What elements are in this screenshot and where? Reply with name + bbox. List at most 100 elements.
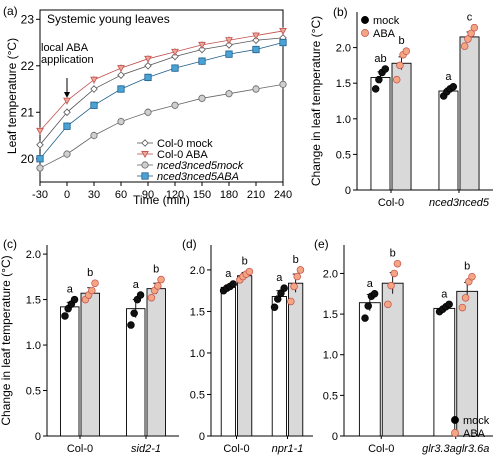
bar-ABA [146,288,166,437]
group-label: sid2-1 [131,443,161,455]
y-tick-label: 0 [332,431,338,443]
data-point [117,117,125,126]
data-point [63,150,71,158]
annotation-text: application [41,54,94,66]
data-point [364,302,372,310]
y-tick-label: 21 [21,105,35,119]
y-tick-label: 0.5 [323,390,338,402]
panel-label: (a) [3,4,18,18]
significance-letter: a [367,278,374,290]
data-point [198,45,206,54]
data-point [136,291,145,299]
bar-ABA [459,36,480,191]
data-point [290,282,298,291]
data-point [144,55,152,63]
data-point [144,62,152,70]
data-point [470,23,479,32]
y-tick-label: 1.0 [323,350,338,362]
data-point [392,75,401,84]
data-point [36,141,44,149]
legend-marker [141,172,149,180]
data-point [171,48,179,56]
significance-letter: b [153,264,159,276]
y-tick-label: 1.5 [323,309,338,321]
data-point [402,47,411,55]
bar-ABA [288,282,304,437]
x-tick-label: 60 [115,189,127,201]
data-point [371,85,380,93]
data-point [171,64,179,72]
panel-e: (e) 0 0.5 1.0 1.5 2.0 a b Col-0 a b glr3.3aglr3.6a m… [314,237,493,455]
panel-c: (c) 0 0.5 1.0 1.5 2.0 Change in leaf temperatu… [0,237,179,455]
data-point [144,73,152,82]
significance-letter: b [87,267,93,279]
data-point [370,290,379,298]
data-point [91,279,99,287]
bar-mock [220,286,236,437]
panel-label: (c) [3,237,17,251]
panel-a: (a) Systemic young leaves -30 0 30 60 90 120 150… [3,4,292,207]
data-point [449,83,458,91]
data-point [117,71,125,79]
y-tick-label: 0.5 [336,149,351,161]
significance-letter: a [225,268,232,280]
panel-label: (b) [333,5,348,19]
group-label: Col-0 [67,443,93,455]
legend-marker [141,139,149,147]
bar-mock [438,90,459,191]
y-axis-label: Leaf temperature (°C) [5,38,19,154]
data-point [279,38,287,47]
legend-marker [361,29,369,37]
significance-letter: b [390,248,396,260]
data-point [70,295,79,304]
legend-label: mock [373,15,400,27]
data-point [387,281,395,290]
data-point [270,303,279,312]
data-point [225,41,233,49]
data-point [171,101,179,109]
data-point [245,267,254,276]
data-point [90,76,98,84]
series-3 [36,38,287,163]
data-point [90,131,98,140]
group-label: Col-0 [223,443,249,455]
y-tick-label: 0.5 [190,389,205,401]
data-point [88,286,96,295]
y-tick-label: 1.0 [26,340,41,352]
bar-mock [60,306,80,437]
data-point [127,321,135,329]
series-line [39,83,284,169]
plot-frame [39,9,284,183]
y-tick-label: 0 [345,185,351,197]
y-axis-label: Change in leaf temperature (°C) [0,255,13,425]
legend-marker [451,429,459,437]
data-point [279,80,287,88]
group-label: npr1-1 [272,443,304,455]
y-tick-label: 1.5 [26,295,41,307]
data-point [90,85,98,93]
x-tick-label: 30 [88,189,100,201]
data-point [147,294,156,302]
group-label: Col-0 [368,443,394,455]
legend-marker [451,416,459,424]
y-axis-label: Change in leaf temperature (°C) [309,16,323,186]
bar-mock [358,302,381,437]
x-tick-label: 210 [247,189,265,201]
data-point [390,269,399,278]
legend-label: Col-0 mock [157,138,213,150]
y-tick-label: 0 [199,431,205,443]
x-tick-label: 240 [274,189,292,201]
annotation-text: local ABA [41,42,89,54]
data-point [252,45,260,54]
y-tick-label: 20 [21,152,35,166]
panel-label: (d) [182,237,197,251]
group-label: Col-0 [378,197,404,209]
y-tick-label: 2.0 [190,265,205,277]
legend-label: nced3nced5ABA [157,171,239,183]
series-0 [36,33,287,149]
data-point [63,97,71,105]
panel-label: (e) [314,237,329,251]
data-point [61,312,69,320]
